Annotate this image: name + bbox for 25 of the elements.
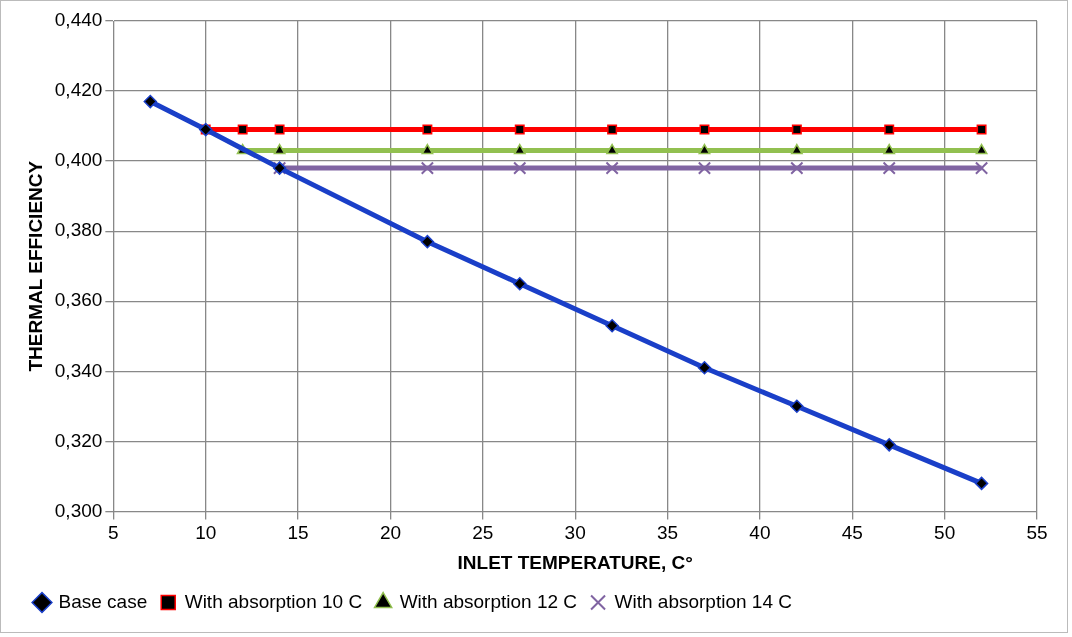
- x-tick-label: 20: [379, 522, 402, 544]
- x-tick-label: 50: [934, 522, 956, 544]
- y-tick-label: 0,420: [54, 79, 103, 101]
- y-tick-label: 0,300: [54, 499, 103, 521]
- x-tick-label: 55: [1026, 522, 1048, 544]
- legend-label: Base case: [58, 590, 148, 612]
- x-tick-label: 5: [108, 522, 119, 544]
- y-tick-label: 0,360: [54, 289, 103, 311]
- y-tick-label: 0,380: [54, 219, 103, 241]
- x-tick-label: 25: [472, 522, 494, 544]
- x-tick-label: 45: [841, 522, 863, 544]
- x-axis-title: INLET TEMPERATURE, C°: [457, 551, 693, 573]
- x-tick-label: 15: [287, 522, 309, 544]
- legend-label: With absorption 12 C: [399, 590, 578, 612]
- y-tick-label: 0,340: [54, 359, 103, 381]
- x-tick-label: 35: [656, 522, 679, 544]
- x-tick-label: 30: [564, 522, 586, 544]
- y-axis-title: THERMAL EFFICIENCY: [24, 160, 46, 372]
- x-tick-label: 40: [749, 522, 771, 544]
- legend-label: With absorption 10 C: [184, 590, 363, 612]
- y-tick-label: 0,400: [54, 149, 103, 171]
- legend-label: With absorption 14 C: [614, 590, 792, 612]
- x-tick-label: 10: [195, 522, 217, 544]
- y-tick-label: 0,320: [54, 429, 103, 451]
- y-tick-label: 0,440: [54, 9, 103, 31]
